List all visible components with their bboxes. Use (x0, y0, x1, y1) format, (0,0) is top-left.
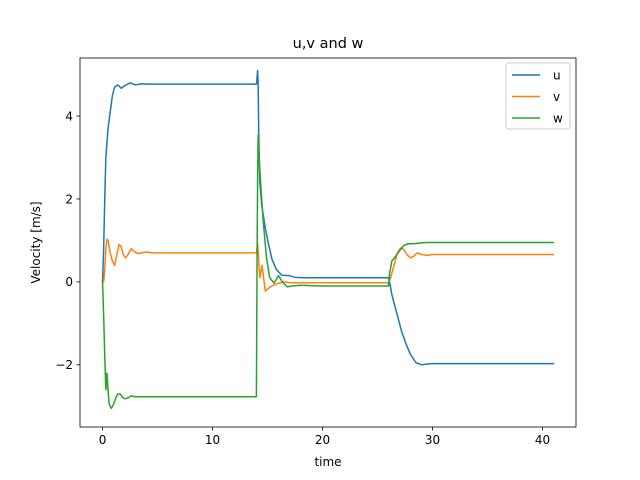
x-tick-label: 20 (315, 433, 330, 447)
legend-label-v: v (553, 90, 560, 104)
y-tick-label: 4 (65, 109, 73, 123)
y-axis-label: Velocity [m/s] (29, 201, 43, 283)
x-tick-label: 30 (425, 433, 440, 447)
legend-item-u: u (512, 68, 561, 82)
series-line-w (101, 133, 555, 410)
series-line-v (101, 238, 555, 292)
y-axis: −2 0 2 4 (55, 109, 80, 372)
legend: uvw (505, 62, 571, 130)
axes-frame (79, 57, 577, 428)
legend-label-u: u (553, 68, 561, 82)
legend-label-w: w (553, 111, 563, 125)
x-axis-label: time (314, 455, 341, 469)
x-tick-label: 10 (205, 433, 220, 447)
x-axis: 0 10 20 30 40 (99, 427, 550, 447)
x-tick-label: 0 (99, 433, 107, 447)
chart-title: u,v and w (293, 36, 364, 52)
plot-area: 0 10 20 30 40 −2 0 2 4 (55, 57, 577, 447)
y-tick-label: 0 (65, 275, 73, 289)
series-line-u (101, 69, 555, 366)
x-tick-label: 40 (535, 433, 550, 447)
y-tick-label: −2 (55, 358, 73, 372)
legend-item-w: w (512, 111, 563, 125)
series-layer (101, 69, 555, 410)
legend-item-v: v (512, 90, 560, 104)
y-tick-label: 2 (65, 192, 73, 206)
